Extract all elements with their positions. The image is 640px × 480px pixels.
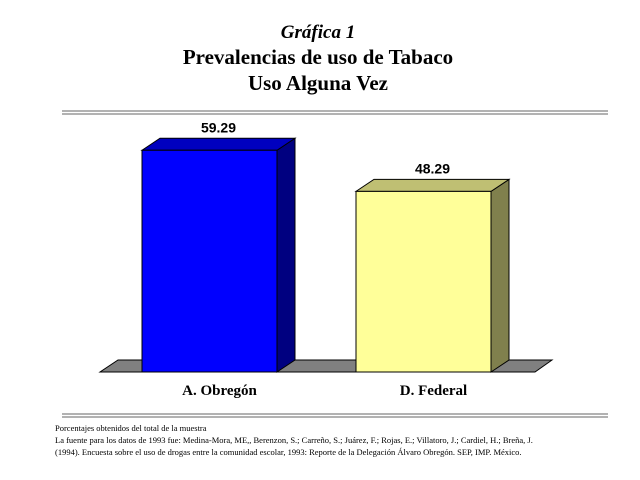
- chart-title: Gráfica 1: [281, 22, 355, 43]
- footnote: Porcentajes obtenidos del total de la mu…: [55, 423, 207, 433]
- x-tick-label: A. Obregón: [182, 383, 257, 399]
- bar-top: [140, 137, 297, 151]
- bar-top: [354, 178, 511, 192]
- bar: [141, 149, 278, 373]
- value-label: 48.29: [415, 160, 450, 176]
- chart-title: Prevalencias de uso de Tabaco: [183, 45, 453, 69]
- footnote: (1994). Encuesta sobre el uso de drogas …: [55, 447, 522, 457]
- bar: [355, 190, 492, 373]
- value-label: 59.29: [201, 119, 236, 135]
- bar-side: [490, 178, 510, 373]
- bar-side: [276, 137, 296, 373]
- x-tick-label: D. Federal: [400, 383, 467, 399]
- footnote: La fuente para los datos de 1993 fue: Me…: [55, 435, 533, 445]
- chart-title: Uso Alguna Vez: [248, 71, 388, 95]
- divider: [62, 110, 608, 418]
